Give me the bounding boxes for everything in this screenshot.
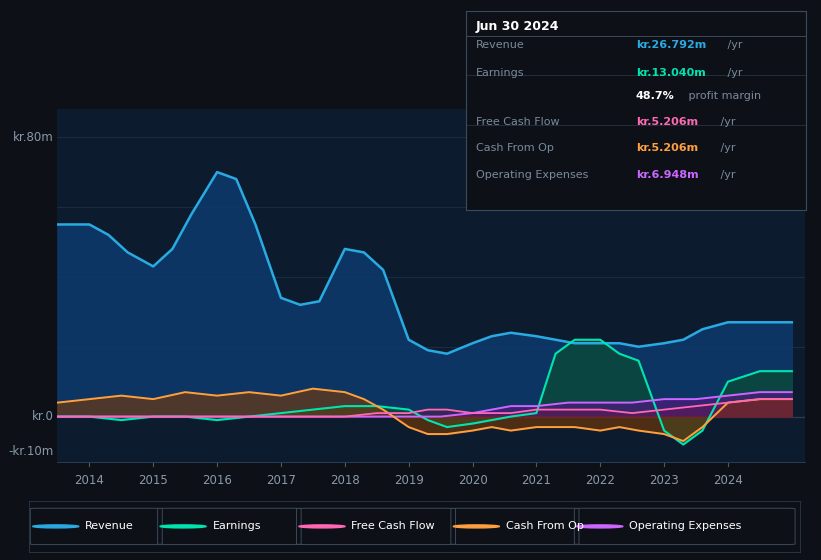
Text: 2018: 2018: [330, 474, 360, 487]
Text: 2015: 2015: [139, 474, 168, 487]
Text: 48.7%: 48.7%: [635, 91, 675, 101]
Circle shape: [299, 525, 345, 528]
Text: profit margin: profit margin: [686, 91, 761, 101]
Circle shape: [33, 525, 79, 528]
Text: -kr.10m: -kr.10m: [8, 445, 53, 458]
Text: Cash From Op: Cash From Op: [506, 521, 584, 531]
Text: /yr: /yr: [717, 143, 735, 153]
Text: 2020: 2020: [457, 474, 488, 487]
Text: kr.0: kr.0: [31, 410, 53, 423]
Text: Earnings: Earnings: [213, 521, 261, 531]
Text: kr.26.792m: kr.26.792m: [635, 40, 706, 50]
Text: 2017: 2017: [266, 474, 296, 487]
Text: kr.5.206m: kr.5.206m: [635, 116, 698, 127]
Text: 2014: 2014: [75, 474, 104, 487]
Text: Operating Expenses: Operating Expenses: [475, 170, 588, 180]
Text: 2024: 2024: [713, 474, 743, 487]
Text: Operating Expenses: Operating Expenses: [629, 521, 741, 531]
Text: Revenue: Revenue: [475, 40, 525, 50]
Text: kr.5.206m: kr.5.206m: [635, 143, 698, 153]
Text: kr.80m: kr.80m: [12, 130, 53, 144]
Text: 2023: 2023: [649, 474, 679, 487]
Text: /yr: /yr: [724, 68, 743, 78]
Circle shape: [453, 525, 499, 528]
Text: Cash From Op: Cash From Op: [475, 143, 553, 153]
Text: 2016: 2016: [202, 474, 232, 487]
Text: /yr: /yr: [717, 116, 735, 127]
Text: Free Cash Flow: Free Cash Flow: [351, 521, 435, 531]
Text: 2019: 2019: [394, 474, 424, 487]
Text: kr.13.040m: kr.13.040m: [635, 68, 705, 78]
Text: Earnings: Earnings: [475, 68, 525, 78]
Text: /yr: /yr: [724, 40, 743, 50]
Text: Revenue: Revenue: [85, 521, 134, 531]
Text: 2022: 2022: [585, 474, 615, 487]
Circle shape: [160, 525, 206, 528]
Text: Jun 30 2024: Jun 30 2024: [475, 20, 559, 33]
Text: kr.6.948m: kr.6.948m: [635, 170, 699, 180]
Circle shape: [576, 525, 623, 528]
Text: /yr: /yr: [717, 170, 735, 180]
Text: Free Cash Flow: Free Cash Flow: [475, 116, 559, 127]
Text: 2021: 2021: [521, 474, 552, 487]
